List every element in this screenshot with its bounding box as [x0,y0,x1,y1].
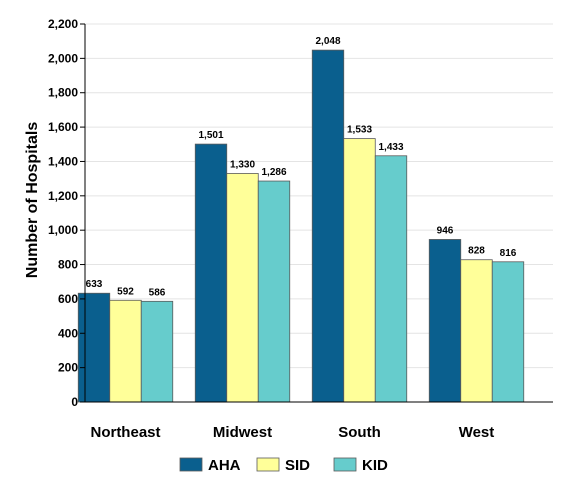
data-label: 828 [468,246,485,257]
bar-aha-south [311,49,345,403]
data-label: 946 [437,225,454,236]
data-label: 1,501 [198,130,223,141]
category-label: West [459,424,495,441]
legend-label: AHA [208,457,241,474]
y-tick-label: 200 [58,361,78,375]
data-label: 1,533 [347,125,372,136]
bar-kid-south [374,155,408,403]
data-label: 1,286 [261,167,286,178]
bar-sid-midwest [226,173,259,403]
data-label: 586 [149,287,166,298]
bars [77,49,525,403]
data-label: 2,048 [315,36,340,47]
legend-swatch-aha [179,457,203,472]
y-tick-label: 2,200 [48,17,78,31]
y-tick-label: 2,000 [48,51,78,65]
y-tick-label: 1,400 [48,154,78,168]
y-tick-label: 1,600 [48,120,78,134]
category-label: South [338,424,381,441]
legend-label: SID [285,457,310,474]
data-label: 633 [86,279,103,290]
data-label: 1,433 [378,142,403,153]
axes [80,23,553,403]
bar-kid-northeast [140,300,174,403]
y-tick-label: 1,000 [48,223,78,237]
y-tick-label: 400 [58,326,78,340]
legend-swatch-sid [256,457,280,472]
legend-swatch-kid [333,457,357,472]
bar-aha-west [428,239,462,403]
bar-aha-midwest [194,143,228,403]
bar-sid-west [460,259,493,403]
bar-sid-south [343,138,376,403]
bar-sid-northeast [109,299,142,403]
bar-kid-west [491,261,525,403]
data-label: 592 [117,286,134,297]
legend: AHA SID KID [179,457,388,474]
y-axis-title: Number of Hospitals [24,122,41,279]
y-tick-label: 1,200 [48,189,78,203]
y-tick-label: 600 [58,292,78,306]
legend-label: KID [362,457,388,474]
y-tick-label: 0 [71,395,78,409]
data-labels: 633 592 586 1,501 1,330 1,286 2,048 1,533 1,433 9… [86,36,517,298]
category-label: Northeast [90,424,160,441]
y-tick-label: 1,800 [48,86,78,100]
bar-kid-midwest [257,180,291,403]
category-labels: Northeast Midwest South West [90,424,494,441]
bar-aha-northeast [77,292,111,403]
category-label: Midwest [213,424,272,441]
data-label: 816 [500,248,517,259]
y-tick-labels: 0 200 400 600 800 1,000 1,200 1,400 1,600 1,800 2,… [48,17,78,409]
y-tick-label: 800 [58,258,78,272]
data-label: 1,330 [230,159,255,170]
